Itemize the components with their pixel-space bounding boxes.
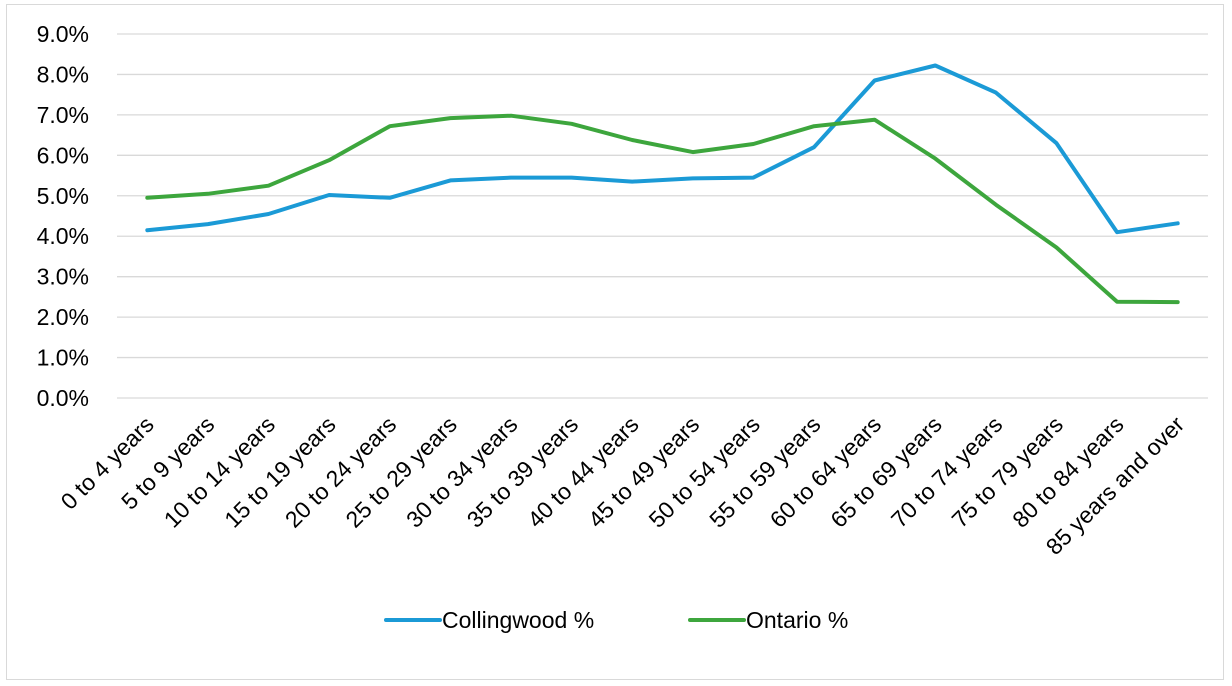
data-point	[570, 122, 574, 126]
data-point	[873, 118, 877, 122]
legend-label: Ontario %	[746, 607, 848, 633]
data-point	[388, 196, 392, 200]
y-tick-label: 3.0%	[37, 264, 89, 290]
data-point	[388, 124, 392, 128]
data-point	[206, 192, 210, 196]
data-point	[1115, 300, 1119, 304]
y-tick-label: 5.0%	[37, 183, 89, 209]
y-tick-label: 7.0%	[37, 102, 89, 128]
series-lines	[145, 63, 1180, 305]
gridlines	[117, 33, 1208, 399]
data-point	[206, 222, 210, 226]
data-point	[751, 142, 755, 146]
data-point	[267, 212, 271, 216]
data-point	[267, 184, 271, 188]
data-point	[448, 116, 452, 120]
data-point	[1115, 230, 1119, 234]
data-point	[1054, 246, 1058, 250]
series-line-ontario	[145, 113, 1180, 305]
data-point	[812, 145, 816, 149]
y-tick-label: 4.0%	[37, 223, 89, 249]
y-tick-label: 8.0%	[37, 61, 89, 87]
data-point	[509, 114, 513, 118]
data-point	[448, 178, 452, 182]
data-point	[1176, 300, 1180, 304]
data-point	[1176, 221, 1180, 225]
data-point	[691, 150, 695, 154]
data-point	[145, 196, 149, 200]
data-point	[630, 138, 634, 142]
legend-label: Collingwood %	[442, 607, 594, 633]
data-point	[327, 158, 331, 162]
chart-frame	[6, 4, 1224, 680]
y-axis-tick-labels: 0.0% 1.0% 2.0% 3.0% 4.0% 5.0% 6.0% 7.0% 8.0% 9.0%	[37, 21, 89, 411]
y-tick-label: 0.0%	[37, 385, 89, 411]
data-point	[994, 91, 998, 95]
data-point	[691, 176, 695, 180]
data-point	[933, 157, 937, 161]
y-tick-label: 1.0%	[37, 345, 89, 371]
data-point	[145, 228, 149, 232]
data-point	[933, 64, 937, 68]
data-point	[873, 79, 877, 83]
data-point	[570, 176, 574, 180]
data-point	[509, 176, 513, 180]
y-tick-label: 2.0%	[37, 304, 89, 330]
data-point	[1054, 141, 1058, 145]
y-tick-label: 6.0%	[37, 142, 89, 168]
legend: Collingwood % Ontario %	[384, 607, 848, 633]
y-tick-label: 9.0%	[37, 21, 89, 47]
data-point	[327, 193, 331, 197]
data-point	[751, 176, 755, 180]
data-point	[994, 203, 998, 207]
data-point	[812, 124, 816, 128]
series-line-collingwood	[145, 63, 1180, 235]
data-point	[630, 180, 634, 184]
